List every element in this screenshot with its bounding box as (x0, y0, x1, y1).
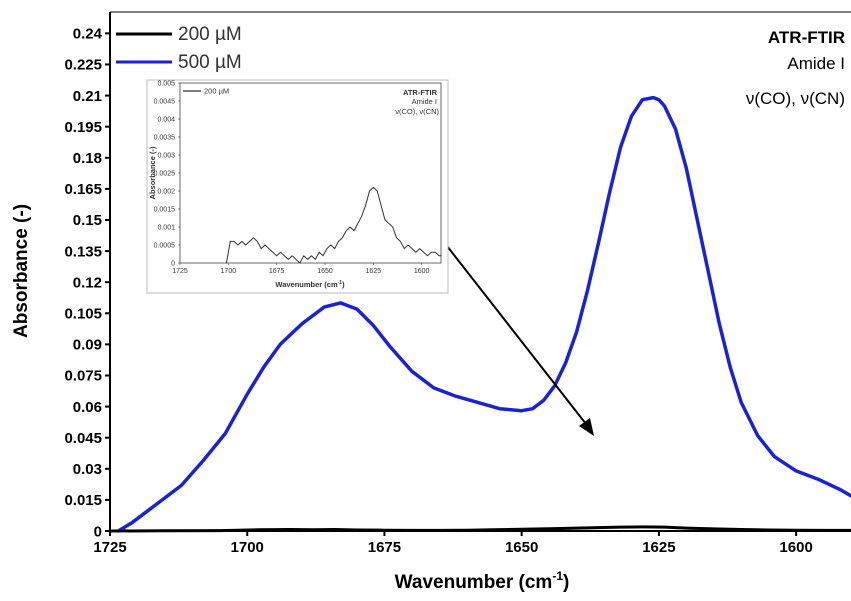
inset-y-tick-label: 0.0005 (154, 242, 176, 249)
main-series-line-1 (108, 525, 851, 533)
inset-y-tick-label: 0 (171, 260, 175, 267)
main-y-tick-label: 0.105 (64, 306, 102, 323)
inset-y-tick-label: 0.004 (157, 116, 175, 123)
main-legend: 200 µM 500 µM (116, 24, 242, 73)
main-y-tick-label: 0.045 (64, 430, 102, 447)
main-x-tick-label: 1600 (779, 539, 812, 556)
inset-plot-area (179, 82, 442, 264)
inset-x-tick-label: 1650 (317, 268, 333, 275)
main-y-tick-label: 0.075 (64, 368, 102, 385)
main-x-tick-label: 1700 (231, 539, 264, 556)
main-y-tick-label: 0.18 (73, 150, 102, 167)
main-x-tick-label: 1675 (368, 539, 401, 556)
inset-x-tick-label: 1700 (221, 268, 237, 275)
annotation-title: ATR-FTIR (768, 28, 845, 47)
main-x-tick-label: 1625 (642, 539, 675, 556)
inset-y-tick-label: 0.0015 (154, 206, 176, 213)
main-y-tick-label: 0.24 (73, 26, 103, 43)
main-y-tick-label: 0.06 (73, 399, 102, 416)
zoom-arrow-shaft (446, 245, 587, 425)
main-y-tick-label: 0.165 (64, 181, 102, 198)
inset-y-tick-label: 0.003 (157, 152, 175, 159)
main-y-tick-label: 0.225 (64, 57, 102, 74)
inset-chart: 0 0.0005 0.001 0.0015 0.002 0.0025 0.003 0.0035… (146, 79, 449, 294)
inset-y-tick-label: 0.0045 (154, 98, 176, 105)
inset-legend-label: 200 µM (204, 87, 229, 96)
annotation-amide: Amide I (787, 54, 845, 73)
inset-y-tick-label: 0.005 (157, 80, 175, 87)
inset-annotation-amide: Amide I (412, 97, 437, 106)
main-y-axis-title: Absorbance (-) (11, 204, 32, 338)
main-annotation: ATR-FTIR Amide I ν(CO), ν(CN) (746, 28, 845, 108)
main-x-tick-label: 1725 (93, 539, 126, 556)
main-y-tick-label: 0 (94, 523, 102, 540)
zoom-arrow-head-icon (579, 418, 594, 436)
inset-y-tick-label: 0.002 (157, 188, 175, 195)
inset-annotation-title: ATR-FTIR (403, 88, 438, 97)
inset-x-tick-label: 1600 (414, 268, 430, 275)
inset-series-line-1 (225, 186, 442, 264)
main-y-tick-label: 0.015 (64, 492, 102, 509)
inset-annotation-modes: ν(CO), ν(CN) (395, 107, 439, 116)
legend-label-500: 500 µM (178, 52, 242, 73)
annotation-modes: ν(CO), ν(CN) (746, 89, 845, 108)
main-y-tick-label: 0.15 (73, 212, 102, 229)
zoom-arrow (446, 245, 594, 436)
main-y-tick-label: 0.135 (64, 243, 102, 260)
main-y-tick-label: 0.21 (73, 88, 102, 105)
main-x-axis-title: Wavenumber (cm-1) (395, 569, 570, 593)
inset-x-axis-title: Wavenumber (cm-1) (275, 280, 345, 289)
main-x-tick-label: 1650 (505, 539, 538, 556)
inset-x-tick-label: 1625 (366, 268, 382, 275)
inset-y-axis-title: Absorbance (-) (148, 146, 157, 199)
main-series-line-2 (116, 95, 851, 533)
inset-x-tick-label: 1725 (172, 268, 188, 275)
inset-y-tick-label: 0.001 (157, 224, 175, 231)
inset-x-tick-label: 1675 (269, 268, 285, 275)
main-y-tick-label: 0.195 (64, 119, 102, 136)
main-y-tick-label: 0.12 (73, 274, 102, 291)
legend-label-200: 200 µM (178, 24, 242, 45)
inset-y-tick-label: 0.0025 (154, 170, 176, 177)
main-y-tick-label: 0.09 (73, 337, 102, 354)
inset-y-tick-label: 0.0035 (154, 134, 176, 141)
main-y-tick-label: 0.03 (73, 461, 102, 478)
